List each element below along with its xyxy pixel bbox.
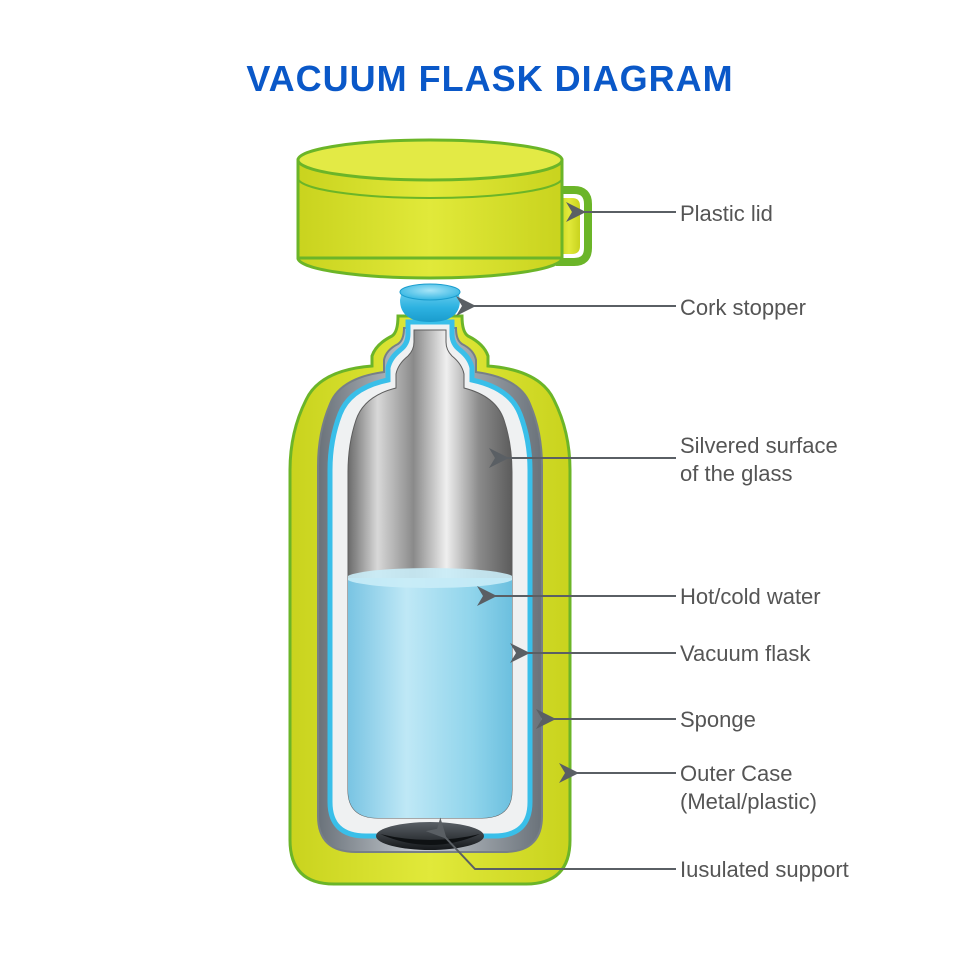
label-hot-cold: Hot/cold water: [680, 583, 821, 611]
label-outer-case: Outer Case (Metal/plastic): [680, 760, 817, 815]
flask-svg: [0, 0, 980, 980]
water: [340, 568, 530, 828]
label-silvered: Silvered surface of the glass: [680, 432, 838, 487]
label-insulated: Iusulated support: [680, 856, 849, 884]
insulated-support: [376, 822, 484, 850]
label-cork-stopper: Cork stopper: [680, 294, 806, 322]
label-vacuum-flask: Vacuum flask: [680, 640, 810, 668]
plastic-lid: [298, 140, 588, 278]
label-plastic-lid: Plastic lid: [680, 200, 773, 228]
cork-stopper: [400, 284, 460, 322]
diagram-stage: VACUUM FLASK DIAGRAM: [0, 0, 980, 980]
label-sponge: Sponge: [680, 706, 756, 734]
